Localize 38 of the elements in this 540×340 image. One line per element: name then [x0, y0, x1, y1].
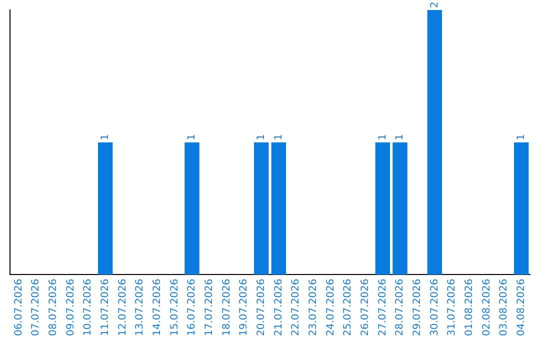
data-label: 1: [256, 134, 267, 140]
x-tick-label: 10.07.2026: [82, 278, 94, 336]
x-tick-label: 12.07.2026: [117, 278, 128, 336]
x-tick-label: 31.07.2026: [446, 278, 458, 336]
x-tick-label: 07.07.2026: [30, 278, 42, 336]
x-tick-label: 02.08.2026: [481, 278, 492, 336]
x-tick-label: 09.07.2026: [65, 278, 76, 336]
x-tick-label: 18.07.2026: [221, 278, 232, 336]
x-tick-label: 04.08.2026: [516, 278, 527, 336]
x-tick-label: 27.07.2026: [377, 278, 388, 336]
data-label: 1: [100, 134, 111, 140]
x-tick-label: 03.08.2026: [498, 278, 510, 336]
data-label: 1: [516, 134, 527, 140]
x-tick-label: 08.07.2026: [48, 278, 59, 336]
data-label: 1: [394, 134, 406, 140]
x-tick-label: 20.07.2026: [256, 278, 267, 336]
data-label: 1: [273, 134, 284, 140]
x-tick-label: 06.07.2026: [13, 278, 24, 336]
x-tick-label: 11.07.2026: [100, 278, 111, 336]
x-tick-label: 25.07.2026: [342, 278, 354, 336]
data-label: 2: [429, 2, 440, 8]
x-tick-label: 30.07.2026: [429, 278, 440, 336]
x-tick-label: 21.07.2026: [273, 278, 284, 336]
x-tick-label: 01.08.2026: [464, 278, 475, 336]
x-tick-label: 23.07.2026: [308, 278, 319, 336]
x-tick-label: 16.07.2026: [186, 278, 198, 336]
x-tick-label: 22.07.2026: [290, 278, 302, 336]
data-label: 1: [377, 134, 388, 140]
x-tick-label: 14.07.2026: [152, 278, 163, 336]
x-tick-label: 29.07.2026: [412, 278, 423, 336]
x-tick-label: 19.07.2026: [238, 278, 250, 336]
x-tick-label: 28.07.2026: [394, 278, 406, 336]
data-label: 1: [186, 134, 198, 140]
x-tick-label: 26.07.2026: [360, 278, 371, 336]
x-tick-label: 17.07.2026: [204, 278, 215, 336]
x-tick-label: 24.07.2026: [325, 278, 336, 336]
x-tick-label: 15.07.2026: [169, 278, 180, 336]
x-tick-label: 13.07.2026: [134, 278, 146, 336]
